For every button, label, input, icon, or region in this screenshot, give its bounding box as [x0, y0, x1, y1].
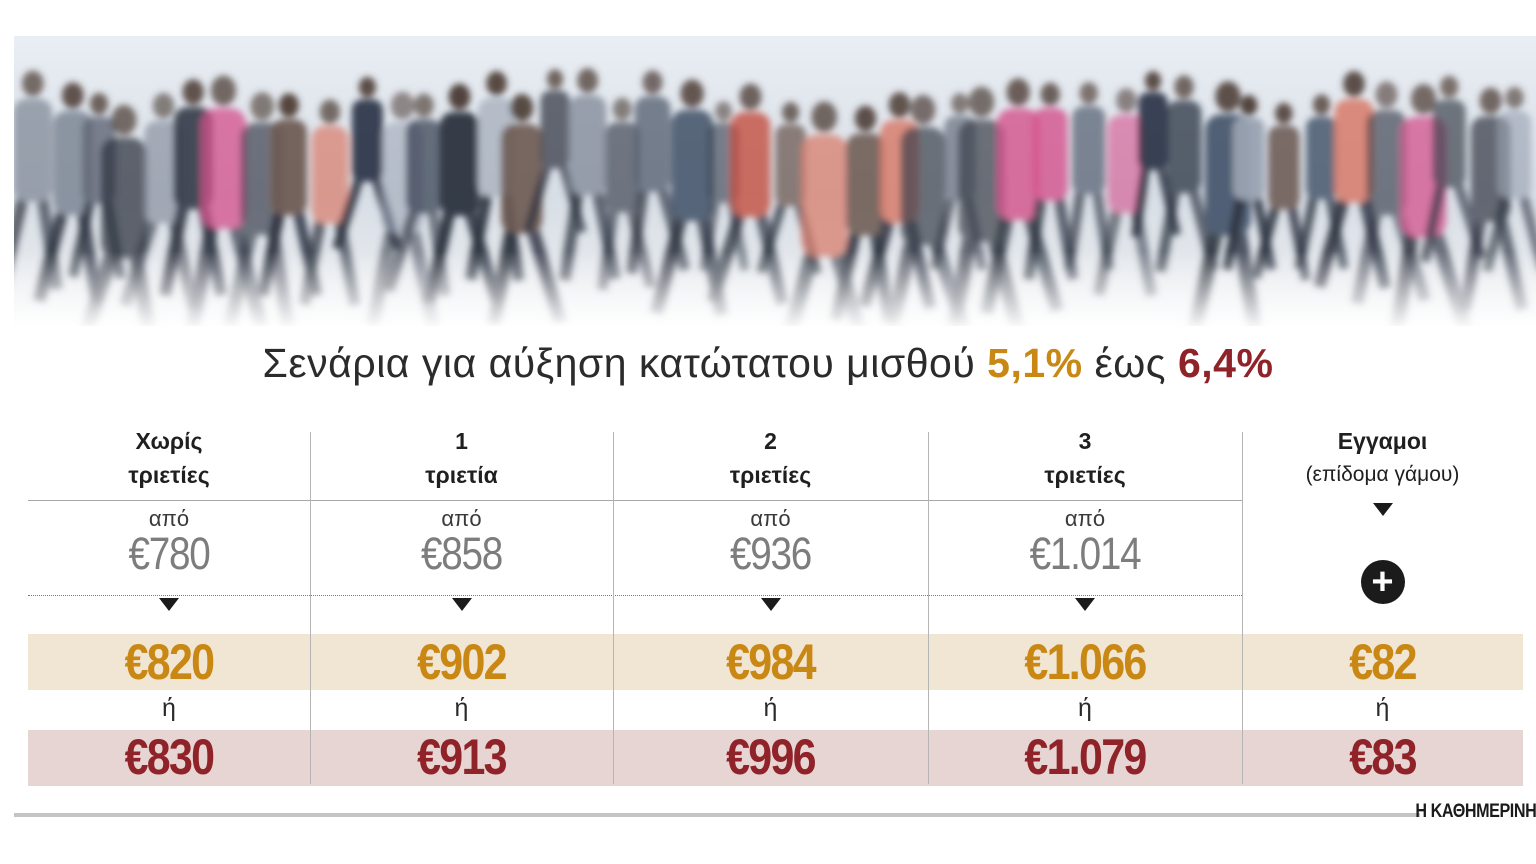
low-scenario-value: €984 [726, 634, 817, 690]
column-header-line2: τριετίες [128, 462, 210, 488]
low-scenario-value: €902 [417, 634, 508, 690]
publisher-logo: Η ΚΑΘΗΜΕΡΙΝΗ [1415, 801, 1536, 822]
high-scenario-value: €830 [124, 729, 216, 785]
column-header-line1: Εγγαμοι [1337, 428, 1428, 454]
column-3-trieties: 3 τριετίες από €1.014 €1.066 ή €1.079 [928, 0, 1242, 864]
from-label: από [441, 506, 482, 531]
footer-rule [14, 813, 1420, 817]
column-divider [310, 432, 311, 784]
or-label: ή [763, 694, 778, 722]
down-arrow-icon [760, 598, 781, 611]
from-label: από [148, 506, 190, 531]
crowd-photo-illustration [14, 36, 1536, 326]
column-header: 1 τριετία [310, 424, 613, 492]
chart-title: Σενάρια για αύξηση κατώτατου μισθού 5,1%… [0, 340, 1536, 387]
or-label: ή [1078, 694, 1092, 722]
high-scenario-value: €913 [417, 729, 508, 785]
header-photo [14, 36, 1536, 326]
high-scenario-value: €83 [1349, 729, 1417, 785]
column-header-line1: Χωρίς [135, 428, 203, 454]
header-divider [28, 500, 1242, 501]
base-salary: €1.014 [1029, 528, 1142, 579]
base-salary: €858 [421, 528, 503, 579]
from-label: από [750, 506, 791, 531]
low-percentage: 5,1% [987, 340, 1083, 386]
low-scenario-value: €820 [124, 634, 216, 690]
or-label: ή [162, 694, 176, 722]
low-scenario-value: €1.066 [1024, 634, 1147, 690]
title-connector: έως [1094, 340, 1167, 386]
low-scenario-value: €82 [1349, 634, 1417, 690]
column-divider [1242, 432, 1243, 784]
plus-circle-icon: + [1360, 560, 1405, 604]
column-married: Εγγαμοι (επίδομα γάμου) + €82 ή €83 [1242, 0, 1523, 864]
column-header-line1: 2 [764, 428, 777, 454]
down-arrow-icon [1075, 598, 1095, 611]
or-label: ή [1375, 694, 1390, 722]
pedestrian-silhouette [1294, 94, 1349, 270]
high-scenario-band [28, 730, 1523, 786]
low-scenario-band [28, 634, 1523, 690]
column-header: Χωρίς τριετίες [28, 424, 310, 492]
high-scenario-value: €996 [726, 729, 817, 785]
high-scenario-value: €1.079 [1024, 729, 1147, 785]
base-divider [28, 595, 1242, 596]
column-header-line2: (επίδομα γάμου) [1305, 463, 1460, 486]
column-header-line2: τριετία [425, 462, 498, 488]
from-label: από [1064, 506, 1106, 531]
column-header-line2: τριετίες [729, 462, 812, 488]
or-label: ή [454, 694, 469, 722]
base-salary: €780 [128, 528, 211, 579]
column-header: Εγγαμοι (επίδομα γάμου) [1242, 424, 1523, 492]
column-divider [928, 432, 929, 784]
down-arrow-icon [1372, 503, 1393, 516]
column-header: 3 τριετίες [928, 424, 1242, 492]
high-percentage: 6,4% [1177, 340, 1274, 386]
down-arrow-icon [159, 598, 179, 611]
column-header-line2: τριετίες [1044, 462, 1126, 488]
column-1-trietia: 1 τριετία από €858 €902 ή €913 [310, 0, 613, 864]
title-prefix: Σενάρια για αύξηση κατώτατου μισθού [262, 340, 976, 386]
column-header: 2 τριετίες [613, 424, 928, 492]
column-no-trieties: Χωρίς τριετίες από €780 €820 ή €830 [28, 0, 310, 864]
down-arrow-icon [451, 598, 472, 611]
column-divider [613, 432, 614, 784]
base-salary: €936 [730, 528, 812, 579]
column-header-line1: 3 [1078, 428, 1092, 454]
column-header-line1: 1 [455, 428, 468, 454]
column-2-trieties: 2 τριετίες από €936 €984 ή €996 [613, 0, 928, 864]
